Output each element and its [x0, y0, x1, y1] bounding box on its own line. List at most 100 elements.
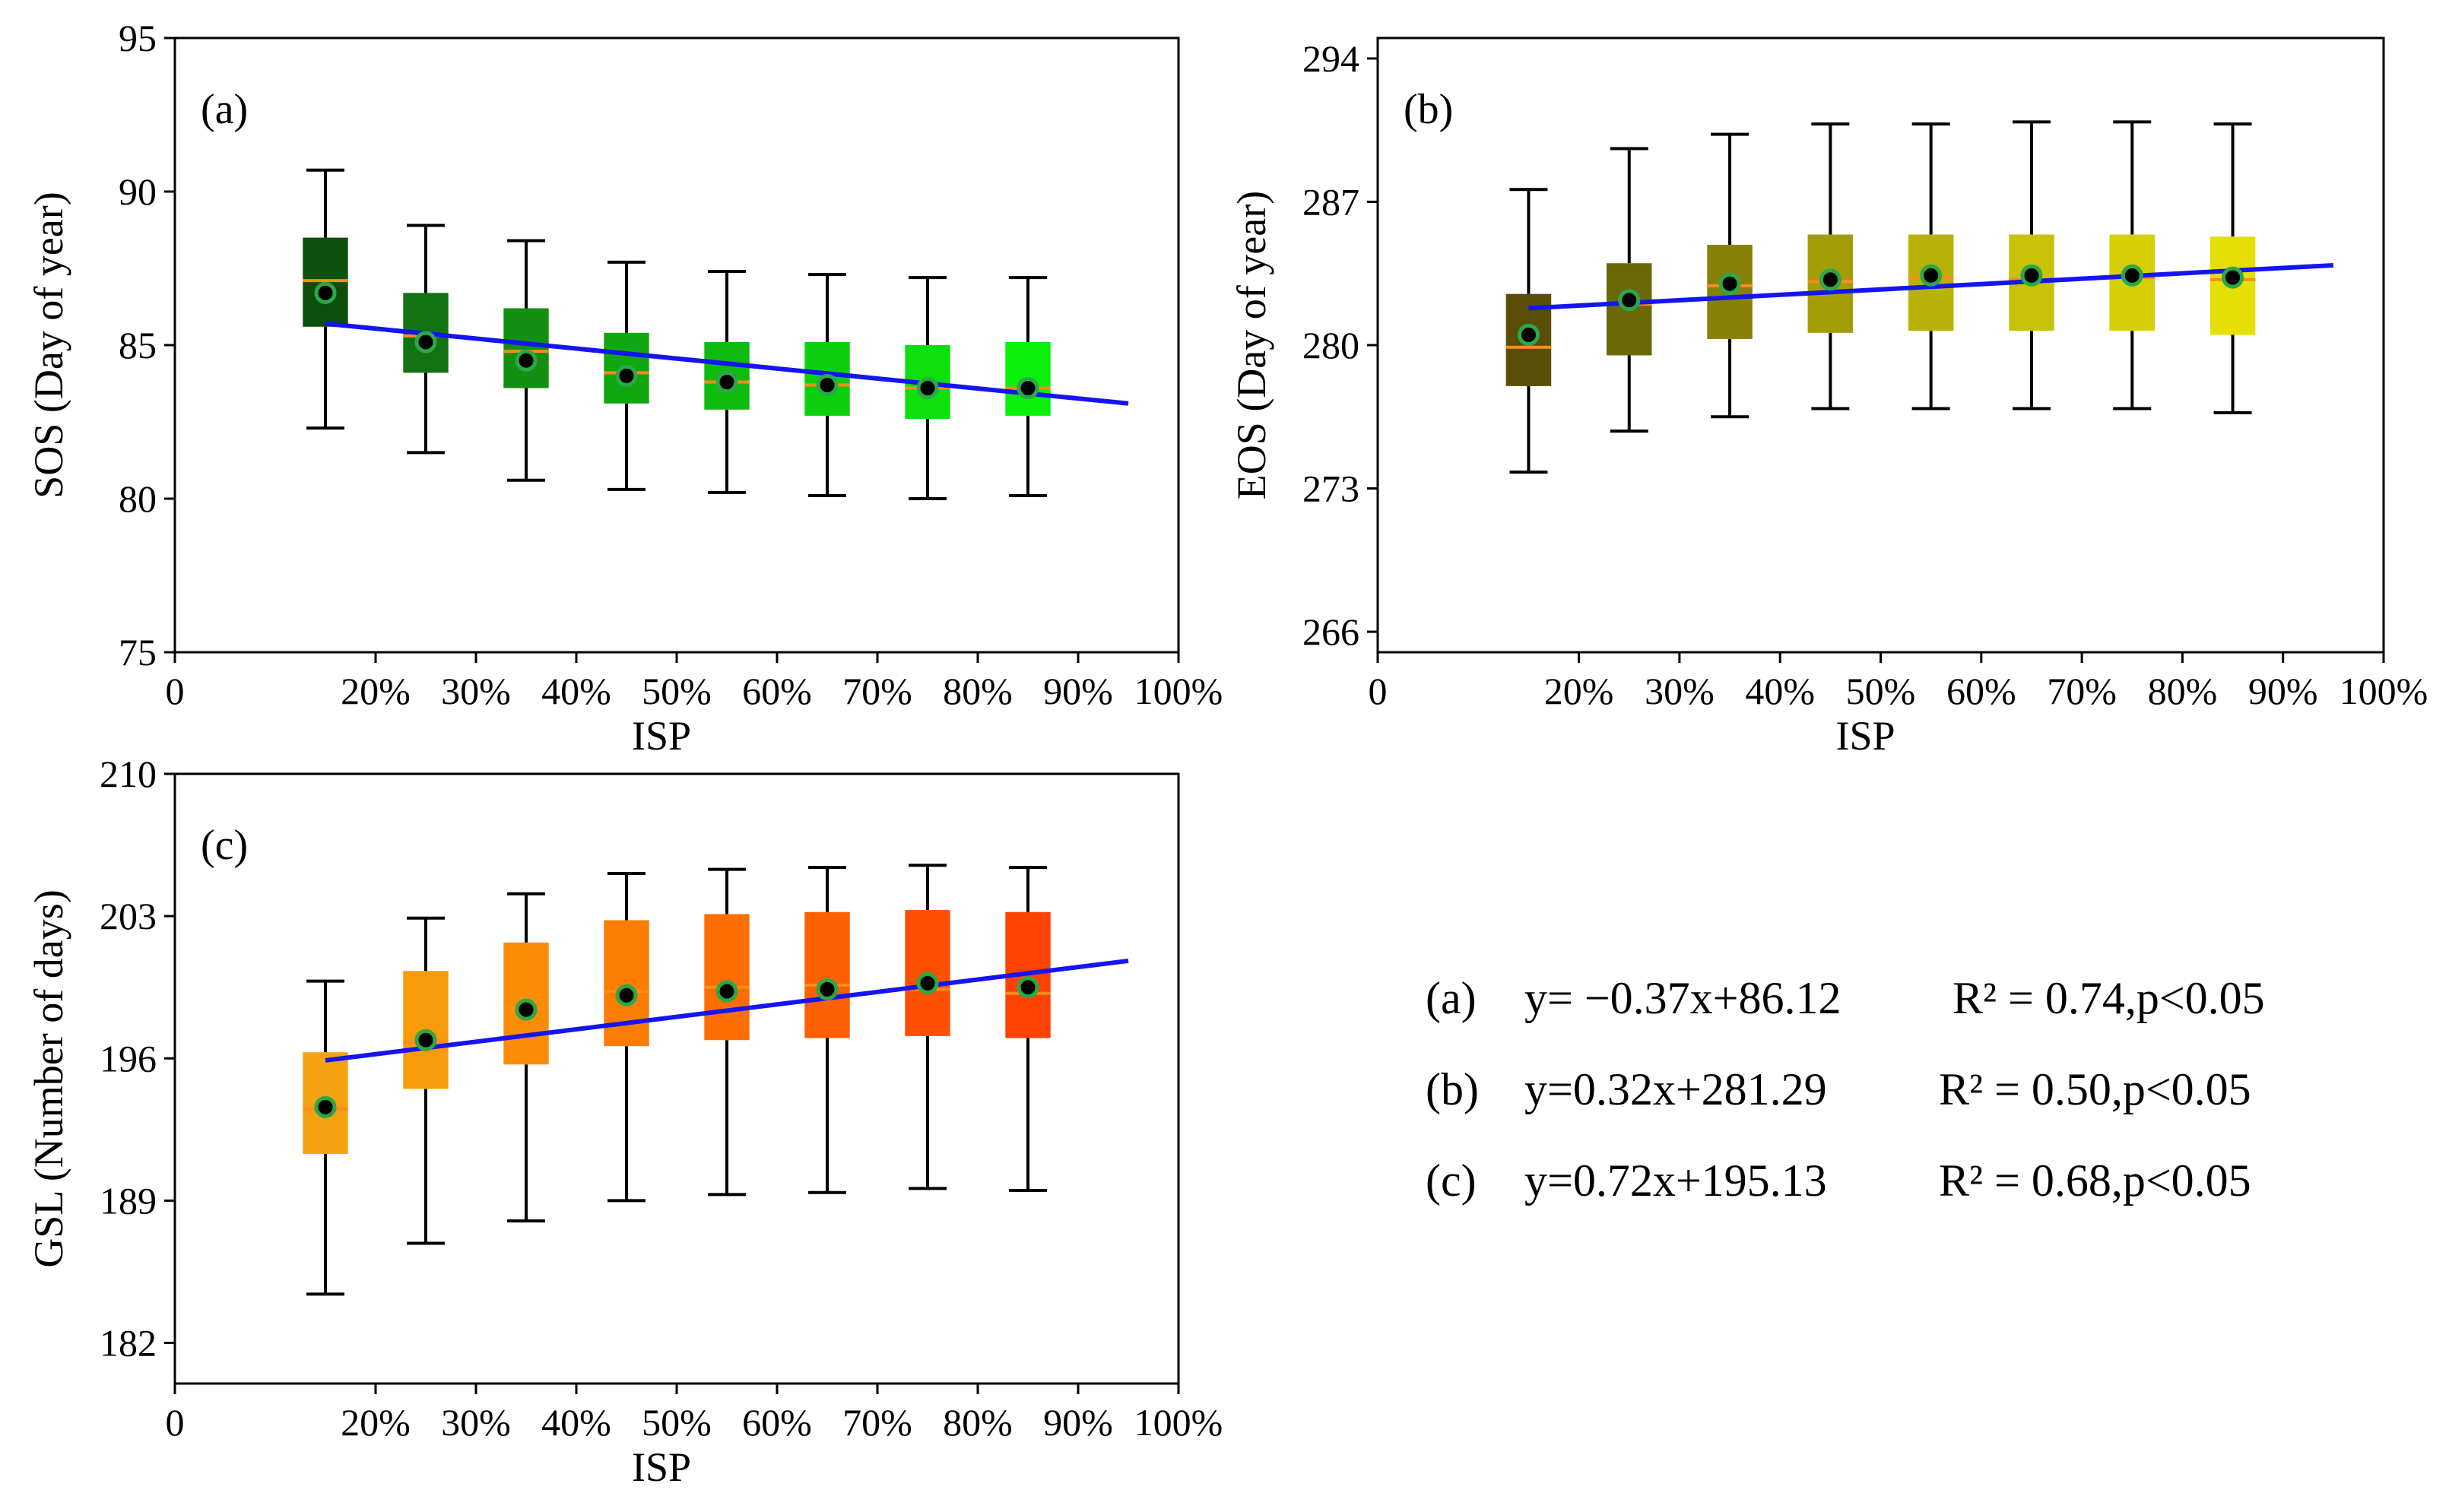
- x-tick-label: 90%: [1043, 1401, 1113, 1444]
- x-tick-label: 30%: [1645, 670, 1715, 712]
- y-axis-label: EOS (Day of year): [1229, 191, 1274, 499]
- y-tick-label: 294: [1302, 37, 1359, 80]
- mean-marker: [2020, 264, 2043, 287]
- mean-marker: [2222, 266, 2244, 289]
- box-6: [804, 865, 850, 1194]
- mean-marker: [515, 349, 538, 372]
- x-tick-label: 50%: [1846, 670, 1916, 712]
- trend-line: [325, 321, 1129, 406]
- x-tick-label: 50%: [642, 1401, 712, 1444]
- mean-marker: [2121, 264, 2143, 287]
- mean-marker: [916, 377, 939, 400]
- y-tick-label: 287: [1302, 180, 1359, 223]
- box-2: [403, 916, 449, 1245]
- equation-a-formula: y= −0.37x+86.12: [1524, 973, 1842, 1023]
- x-tick-label: 60%: [742, 670, 812, 712]
- box-body: [704, 914, 750, 1041]
- x-axis-label: ISP: [1835, 713, 1895, 759]
- mean-marker: [1517, 324, 1540, 347]
- x-tick-label: 40%: [541, 670, 611, 712]
- x-tick-label: 50%: [642, 670, 712, 712]
- box-8: [1005, 865, 1051, 1193]
- y-tick-label: 280: [1302, 324, 1359, 366]
- y-tick-label: 80: [119, 477, 157, 520]
- x-tick-label: 100%: [1134, 1401, 1223, 1444]
- mean-marker: [1718, 272, 1741, 295]
- equation-row-b: (b) y=0.32x+281.29 R² = 0.50,p<0.05: [1426, 1064, 2251, 1114]
- x-tick-label: 80%: [943, 1401, 1013, 1444]
- mean-marker: [816, 374, 839, 397]
- x-tick-label: 70%: [842, 1401, 912, 1444]
- mean-marker: [314, 281, 337, 304]
- x-tick-label: 60%: [742, 1401, 812, 1444]
- panel-label: (a): [201, 86, 248, 133]
- equation-c-label: (c): [1426, 1155, 1477, 1206]
- mean-marker: [1920, 264, 1943, 287]
- y-axis-label: GSL (Number of days): [26, 889, 71, 1267]
- x-tick-label: 100%: [2340, 670, 2428, 712]
- equation-a-r2: R² = 0.74,p<0.05: [1953, 973, 2265, 1023]
- x-axis-label: ISP: [632, 1444, 691, 1490]
- x-tick-label: 80%: [2148, 670, 2218, 712]
- box-3: [503, 239, 549, 482]
- y-tick-label: 210: [100, 753, 157, 795]
- regression-equations: (a) y= −0.37x+86.12 R² = 0.74,p<0.05 (b)…: [1426, 973, 2265, 1206]
- mean-marker: [414, 1029, 437, 1051]
- box-1: [303, 979, 348, 1296]
- y-tick-label: 203: [100, 895, 157, 937]
- x-tick-label: 90%: [1043, 670, 1113, 712]
- box-8: [2209, 122, 2256, 414]
- trend-line: [325, 958, 1129, 1063]
- x-tick-label: 0: [166, 1401, 185, 1444]
- y-tick-label: 95: [119, 17, 157, 59]
- x-tick-label: 40%: [541, 1401, 611, 1444]
- chart-panel-c: 0 20% 30% 40% 50% 60% 70% 80% 90% 100% 182 189 196 20…: [26, 753, 1223, 1490]
- x-tick-label: 0: [1369, 670, 1388, 712]
- panel-label: (c): [201, 822, 248, 869]
- y-tick-label: 90: [119, 170, 157, 213]
- x-tick-label: 30%: [441, 670, 511, 712]
- box-4: [1807, 122, 1854, 410]
- trend-line: [1528, 262, 2334, 311]
- panel-label: (b): [1404, 86, 1453, 133]
- chart-panel-b: 0 20% 30% 40% 50% 60% 70% 80% 90% 100% 266 273 280 28…: [1229, 36, 2428, 759]
- x-tick-label: 40%: [1745, 670, 1815, 712]
- equation-a-label: (a): [1426, 973, 1477, 1023]
- x-tick-label: 100%: [1134, 670, 1223, 712]
- y-axis-label: SOS (Day of year): [26, 192, 71, 498]
- x-tick-label: 20%: [1544, 670, 1614, 712]
- box-body: [804, 911, 850, 1038]
- equation-b-formula: y=0.32x+281.29: [1524, 1064, 1827, 1114]
- equation-row-a: (a) y= −0.37x+86.12 R² = 0.74,p<0.05: [1426, 973, 2265, 1023]
- x-tick-label: 0: [166, 670, 185, 712]
- box-body: [503, 308, 549, 388]
- x-tick-label: 70%: [2047, 670, 2117, 712]
- mean-marker: [414, 331, 437, 353]
- equation-b-r2: R² = 0.50,p<0.05: [1939, 1064, 2251, 1114]
- mean-marker: [715, 980, 738, 1003]
- x-tick-label: 60%: [1946, 670, 2016, 712]
- y-tick-label: 75: [119, 631, 157, 674]
- mean-marker: [916, 972, 939, 994]
- mean-marker: [1017, 976, 1039, 999]
- x-tick-label: 30%: [441, 1401, 511, 1444]
- mean-marker: [1819, 268, 1842, 291]
- x-tick-label: 70%: [842, 670, 912, 712]
- x-tick-label: 20%: [341, 1401, 411, 1444]
- mean-marker: [1017, 377, 1039, 400]
- mean-marker: [715, 370, 738, 393]
- box-3: [503, 892, 549, 1223]
- box-7: [905, 864, 950, 1190]
- equation-c-r2: R² = 0.68,p<0.05: [1939, 1155, 2251, 1206]
- mean-marker: [314, 1095, 337, 1118]
- box-8: [1005, 276, 1051, 497]
- mean-marker: [1618, 289, 1641, 312]
- mean-marker: [816, 978, 839, 1000]
- y-tick-label: 85: [119, 324, 157, 366]
- x-tick-label: 80%: [943, 670, 1013, 712]
- chart-panel-a: 0 20% 30% 40% 50% 60% 70% 80% 90% 100% 75 80 85 90 95 I…: [26, 17, 1223, 759]
- y-tick-label: 189: [100, 1179, 157, 1222]
- mean-marker: [615, 364, 638, 387]
- x-tick-label: 20%: [341, 670, 411, 712]
